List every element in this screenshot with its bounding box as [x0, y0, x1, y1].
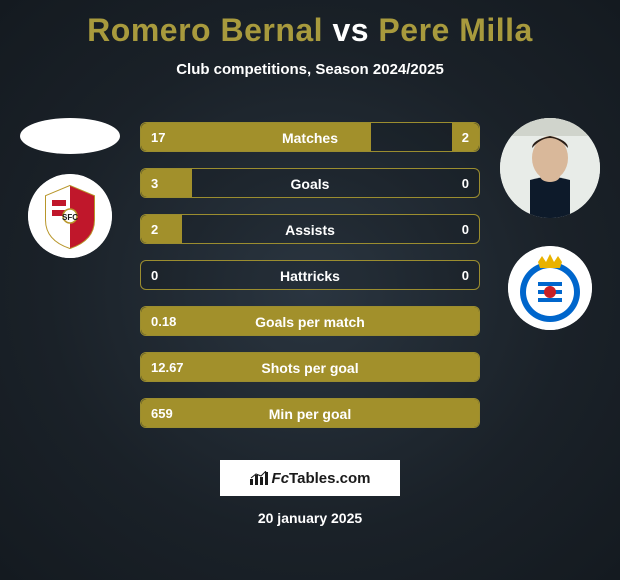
brand-prefix: Fc [272, 470, 290, 487]
bar-chart-icon [250, 471, 268, 485]
stat-label: Goals [141, 169, 479, 198]
comparison-title: Romero Bernal vs Pere Milla [0, 0, 620, 49]
stat-row: 172Matches [140, 122, 480, 152]
stat-row: 30Goals [140, 168, 480, 198]
player1-club-crest: SFC [28, 174, 112, 258]
stat-label: Shots per goal [141, 353, 479, 382]
player2-photo-icon [500, 118, 600, 218]
subtitle: Club competitions, Season 2024/2025 [0, 61, 620, 78]
player2-photo [500, 118, 600, 218]
title-player1: Romero Bernal [87, 12, 323, 48]
svg-text:SFC: SFC [62, 213, 78, 222]
stat-row: 0.18Goals per match [140, 306, 480, 336]
player1-photo-placeholder [20, 118, 120, 154]
title-player2: Pere Milla [378, 12, 532, 48]
stat-row: 659Min per goal [140, 398, 480, 428]
left-column: SFC [10, 118, 130, 258]
espanyol-crest-icon [508, 246, 592, 330]
stat-label: Min per goal [141, 399, 479, 428]
right-column [490, 118, 610, 330]
sevilla-crest-icon: SFC [28, 174, 112, 258]
stat-row: 12.67Shots per goal [140, 352, 480, 382]
brand-footer: FcTables.com [220, 460, 400, 496]
stat-label: Hattricks [141, 261, 479, 290]
brand-suffix: Tables.com [289, 470, 370, 487]
player2-club-crest [508, 246, 592, 330]
footer-date: 20 january 2025 [0, 510, 620, 526]
stats-bars: 172Matches 30Goals 20Assists 00Hattricks 0.1… [140, 122, 480, 444]
stat-row: 20Assists [140, 214, 480, 244]
stat-row: 00Hattricks [140, 260, 480, 290]
title-vs: vs [332, 12, 369, 48]
stat-label: Assists [141, 215, 479, 244]
stat-label: Goals per match [141, 307, 479, 336]
stat-label: Matches [141, 123, 479, 152]
